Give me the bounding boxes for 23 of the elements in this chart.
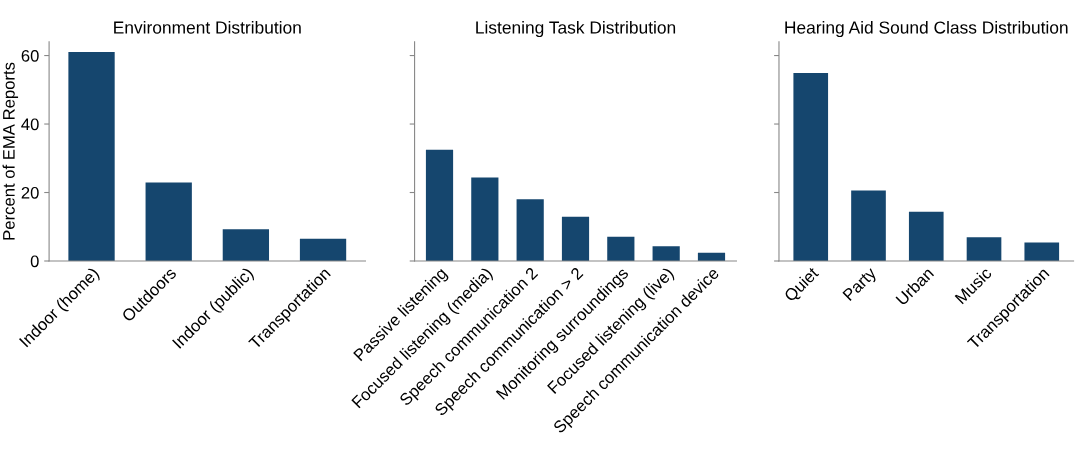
chart-title: Listening Task Distribution xyxy=(476,20,676,38)
bar xyxy=(652,246,680,261)
bar xyxy=(222,229,270,261)
bar xyxy=(851,190,886,261)
bar xyxy=(145,182,192,261)
bar xyxy=(793,73,829,261)
bar xyxy=(471,177,499,261)
bar xyxy=(299,238,347,261)
bar xyxy=(607,236,635,261)
bar xyxy=(425,149,454,261)
chart-title: Environment Distribution xyxy=(114,20,301,34)
y-axis-title: Percent of EMA Reports xyxy=(2,62,19,240)
bar xyxy=(68,52,115,261)
chart-title: Hearing Aid Sound Class Distribution xyxy=(785,20,1068,38)
bar xyxy=(516,199,544,261)
bar xyxy=(908,211,944,261)
y-tick-label: 0 xyxy=(30,255,39,268)
bar xyxy=(1024,242,1060,261)
bar xyxy=(561,216,590,261)
y-tick-label: 20 xyxy=(21,186,39,199)
y-tick-label: 40 xyxy=(21,118,39,131)
bar xyxy=(966,237,1002,261)
y-tick-label: 60 xyxy=(21,49,39,62)
